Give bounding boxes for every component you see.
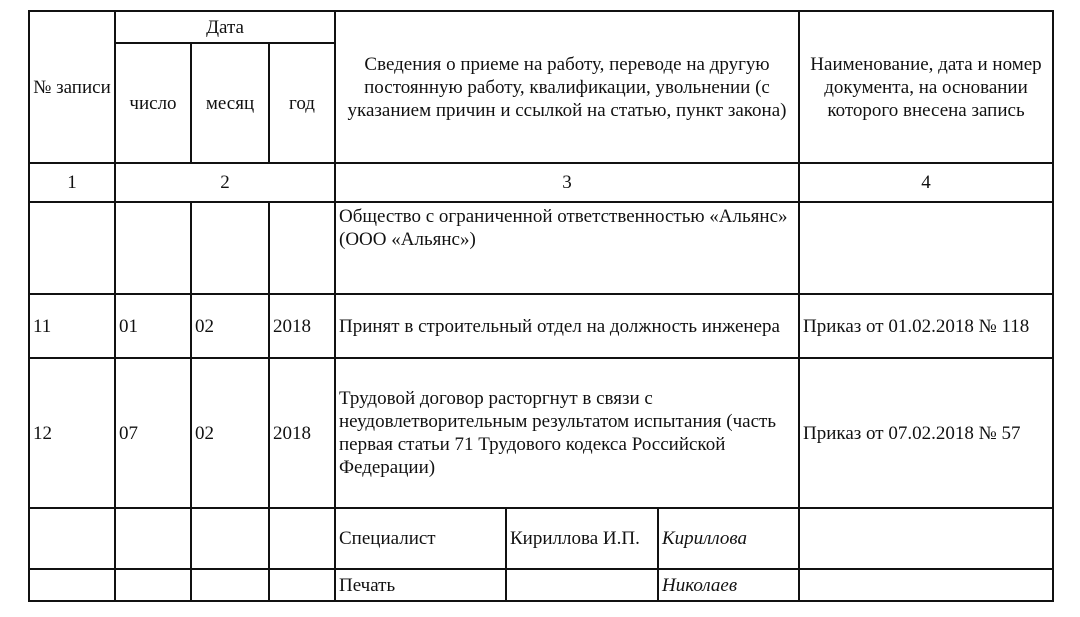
record-document: Приказ от 01.02.2018 № 118 [798,293,1054,359]
header-day: число [114,42,192,164]
table-row: 11 01 02 2018 Принят в строительный отде… [28,293,1054,359]
work-record-table: № записи Дата Сведения о приеме на работ… [28,10,1054,602]
header-info: Сведения о приеме на работу, переводе на… [334,10,800,164]
header-month: месяц [190,42,270,164]
table-row: 12 07 02 2018 Трудовой договор расторгну… [28,357,1054,509]
record-day: 01 [114,293,192,359]
record-no: 11 [28,293,116,359]
record-day: 07 [114,357,192,509]
record-year: 2018 [268,357,336,509]
record-year [268,201,336,295]
header-year: год [268,42,336,164]
stamp-label: Печать [334,568,507,602]
record-no: 12 [28,357,116,509]
record-no [28,201,116,295]
record-info: Трудовой договор расторгнут в связи с не… [334,357,800,509]
signature-position: Специалист [334,507,507,570]
signature-row: Специалист Кириллова И.П. Кириллова [28,507,1054,570]
record-year: 2018 [268,293,336,359]
record-month [190,201,270,295]
record-info: Общество с ограниченной ответственностью… [334,201,800,295]
column-number-3: 3 [334,162,800,203]
record-month: 02 [190,293,270,359]
column-number-2: 2 [114,162,336,203]
column-number-1: 1 [28,162,116,203]
signature-handwritten: Кириллова [657,507,800,570]
table-row: Общество с ограниченной ответственностью… [28,201,1054,295]
record-document [798,201,1054,295]
record-month: 02 [190,357,270,509]
signature-name: Кириллова И.П. [505,507,659,570]
header-record-no: № записи [28,10,116,164]
record-day [114,201,192,295]
record-document: Приказ от 07.02.2018 № 57 [798,357,1054,509]
stamp-row: Печать Николаев [28,568,1054,602]
record-info: Принят в строительный отдел на должность… [334,293,800,359]
stamp-signature: Николаев [657,568,800,602]
header-document: Наименование, дата и номер документа, на… [798,10,1054,164]
header-date: Дата [114,10,336,44]
column-number-4: 4 [798,162,1054,203]
